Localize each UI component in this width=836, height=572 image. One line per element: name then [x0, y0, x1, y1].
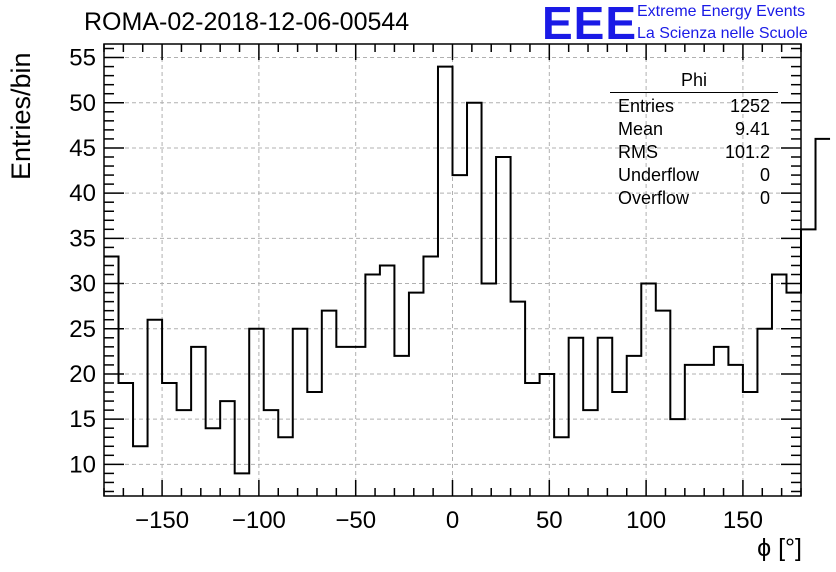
histogram-bin — [656, 311, 671, 496]
histogram-bin — [743, 392, 758, 496]
histogram-bin — [816, 139, 831, 496]
logo-line-1: Extreme Energy Events — [637, 3, 806, 20]
x-tick-label: −150 — [135, 507, 189, 534]
histogram-bin — [699, 365, 714, 496]
histogram-bin — [641, 284, 656, 496]
histogram-bin — [728, 365, 743, 496]
y-tick-label: 30 — [69, 271, 96, 298]
histogram-bin — [627, 356, 642, 496]
y-tick-label: 45 — [69, 135, 96, 162]
stats-box: Phi Entries 1252 Mean 9.41 RMS 101.2 Und… — [610, 70, 778, 210]
x-tick-label: −100 — [232, 507, 286, 534]
stats-row-overflow: Overflow 0 — [610, 187, 778, 210]
stats-label: Underflow — [618, 165, 700, 185]
histogram-bin — [511, 302, 526, 496]
histogram-outline — [104, 65, 831, 475]
histogram-bin — [104, 256, 119, 496]
histogram-bin — [467, 103, 482, 496]
histogram-bin — [525, 383, 540, 496]
x-tick-label: 100 — [626, 507, 666, 534]
histogram-bin — [496, 157, 511, 496]
histogram-bin — [235, 473, 250, 496]
logo-line-2: La Scienza nelle Scuole — [637, 25, 808, 42]
histogram-bin — [119, 383, 134, 496]
histogram-bin — [133, 446, 148, 496]
stats-value: 0 — [759, 188, 770, 208]
stats-value: 9.41 — [734, 119, 770, 139]
y-tick-label: 20 — [69, 361, 96, 388]
histogram-bin — [162, 383, 177, 496]
histogram-bin — [786, 293, 801, 496]
y-tick-label: 15 — [69, 406, 96, 433]
histogram-bin — [380, 265, 395, 496]
histogram-bin — [612, 392, 627, 496]
histogram-bin — [220, 401, 235, 496]
histogram-bin — [569, 338, 584, 496]
y-tick-label: 40 — [69, 180, 96, 207]
histogram-bin — [394, 356, 409, 496]
histogram-bin — [757, 329, 772, 496]
y-axis-label: Entries/bin — [6, 52, 36, 180]
y-tick-label: 25 — [69, 316, 96, 343]
x-axis-label: ϕ [°] — [757, 534, 802, 562]
histogram-bin — [365, 275, 380, 496]
histogram-bin — [206, 428, 221, 496]
chart-title: ROMA-02-2018-12-06-00544 — [84, 8, 410, 36]
stats-row-mean: Mean 9.41 — [610, 118, 778, 141]
x-tick-label: −50 — [335, 507, 376, 534]
histogram-bin — [423, 256, 438, 496]
histogram-bin — [278, 437, 293, 496]
histogram-bin — [336, 347, 351, 496]
plot-frame — [103, 43, 802, 497]
histogram-bin — [322, 311, 337, 496]
stats-row-entries: Entries 1252 — [610, 95, 778, 118]
stats-value: 1252 — [729, 96, 770, 116]
histogram-bin — [554, 437, 569, 496]
histogram-bin — [249, 329, 264, 496]
histogram-bin — [191, 347, 206, 496]
x-tick-label: 0 — [446, 507, 459, 534]
tick-labels: −150 −100 −50 0 50 100 150 10 15 20 25 30 35 40 45 50 55 — [69, 45, 763, 534]
histogram-bin — [801, 229, 816, 496]
histogram-bin — [438, 67, 453, 496]
y-tick-label: 55 — [69, 45, 96, 72]
grid-lines — [104, 44, 801, 496]
histogram-bin — [307, 392, 322, 496]
y-tick-label: 35 — [69, 225, 96, 252]
histogram-bin — [409, 293, 424, 496]
histogram-bin — [685, 365, 700, 496]
y-tick-label: 50 — [69, 90, 96, 117]
stats-value: 0 — [759, 165, 770, 185]
stats-title: Phi — [610, 70, 778, 93]
histogram-bin — [148, 320, 163, 496]
histogram-bin — [714, 347, 729, 496]
stats-label: RMS — [618, 142, 658, 162]
stats-row-rms: RMS 101.2 — [610, 141, 778, 164]
histogram-bin — [772, 275, 787, 496]
x-tick-label: 150 — [723, 507, 763, 534]
histogram-bin — [453, 175, 468, 496]
histogram-bin — [482, 284, 497, 496]
stats-label: Entries — [618, 96, 675, 116]
stats-label: Mean — [618, 119, 664, 139]
histogram-bin — [598, 338, 613, 496]
histogram-bin — [351, 347, 366, 496]
stats-value: 101.2 — [724, 142, 770, 162]
x-tick-label: 50 — [536, 507, 563, 534]
stats-row-underflow: Underflow 0 — [610, 164, 778, 187]
histogram-bin — [264, 410, 279, 496]
histogram-bin — [540, 374, 555, 496]
histogram-bin — [293, 329, 308, 496]
eee-logo: EEE — [542, 0, 638, 49]
histogram-bin — [670, 419, 685, 496]
histogram-bin — [583, 410, 598, 496]
stats-label: Overflow — [618, 188, 690, 208]
histogram-bin — [177, 410, 192, 496]
y-tick-label: 10 — [69, 451, 96, 478]
